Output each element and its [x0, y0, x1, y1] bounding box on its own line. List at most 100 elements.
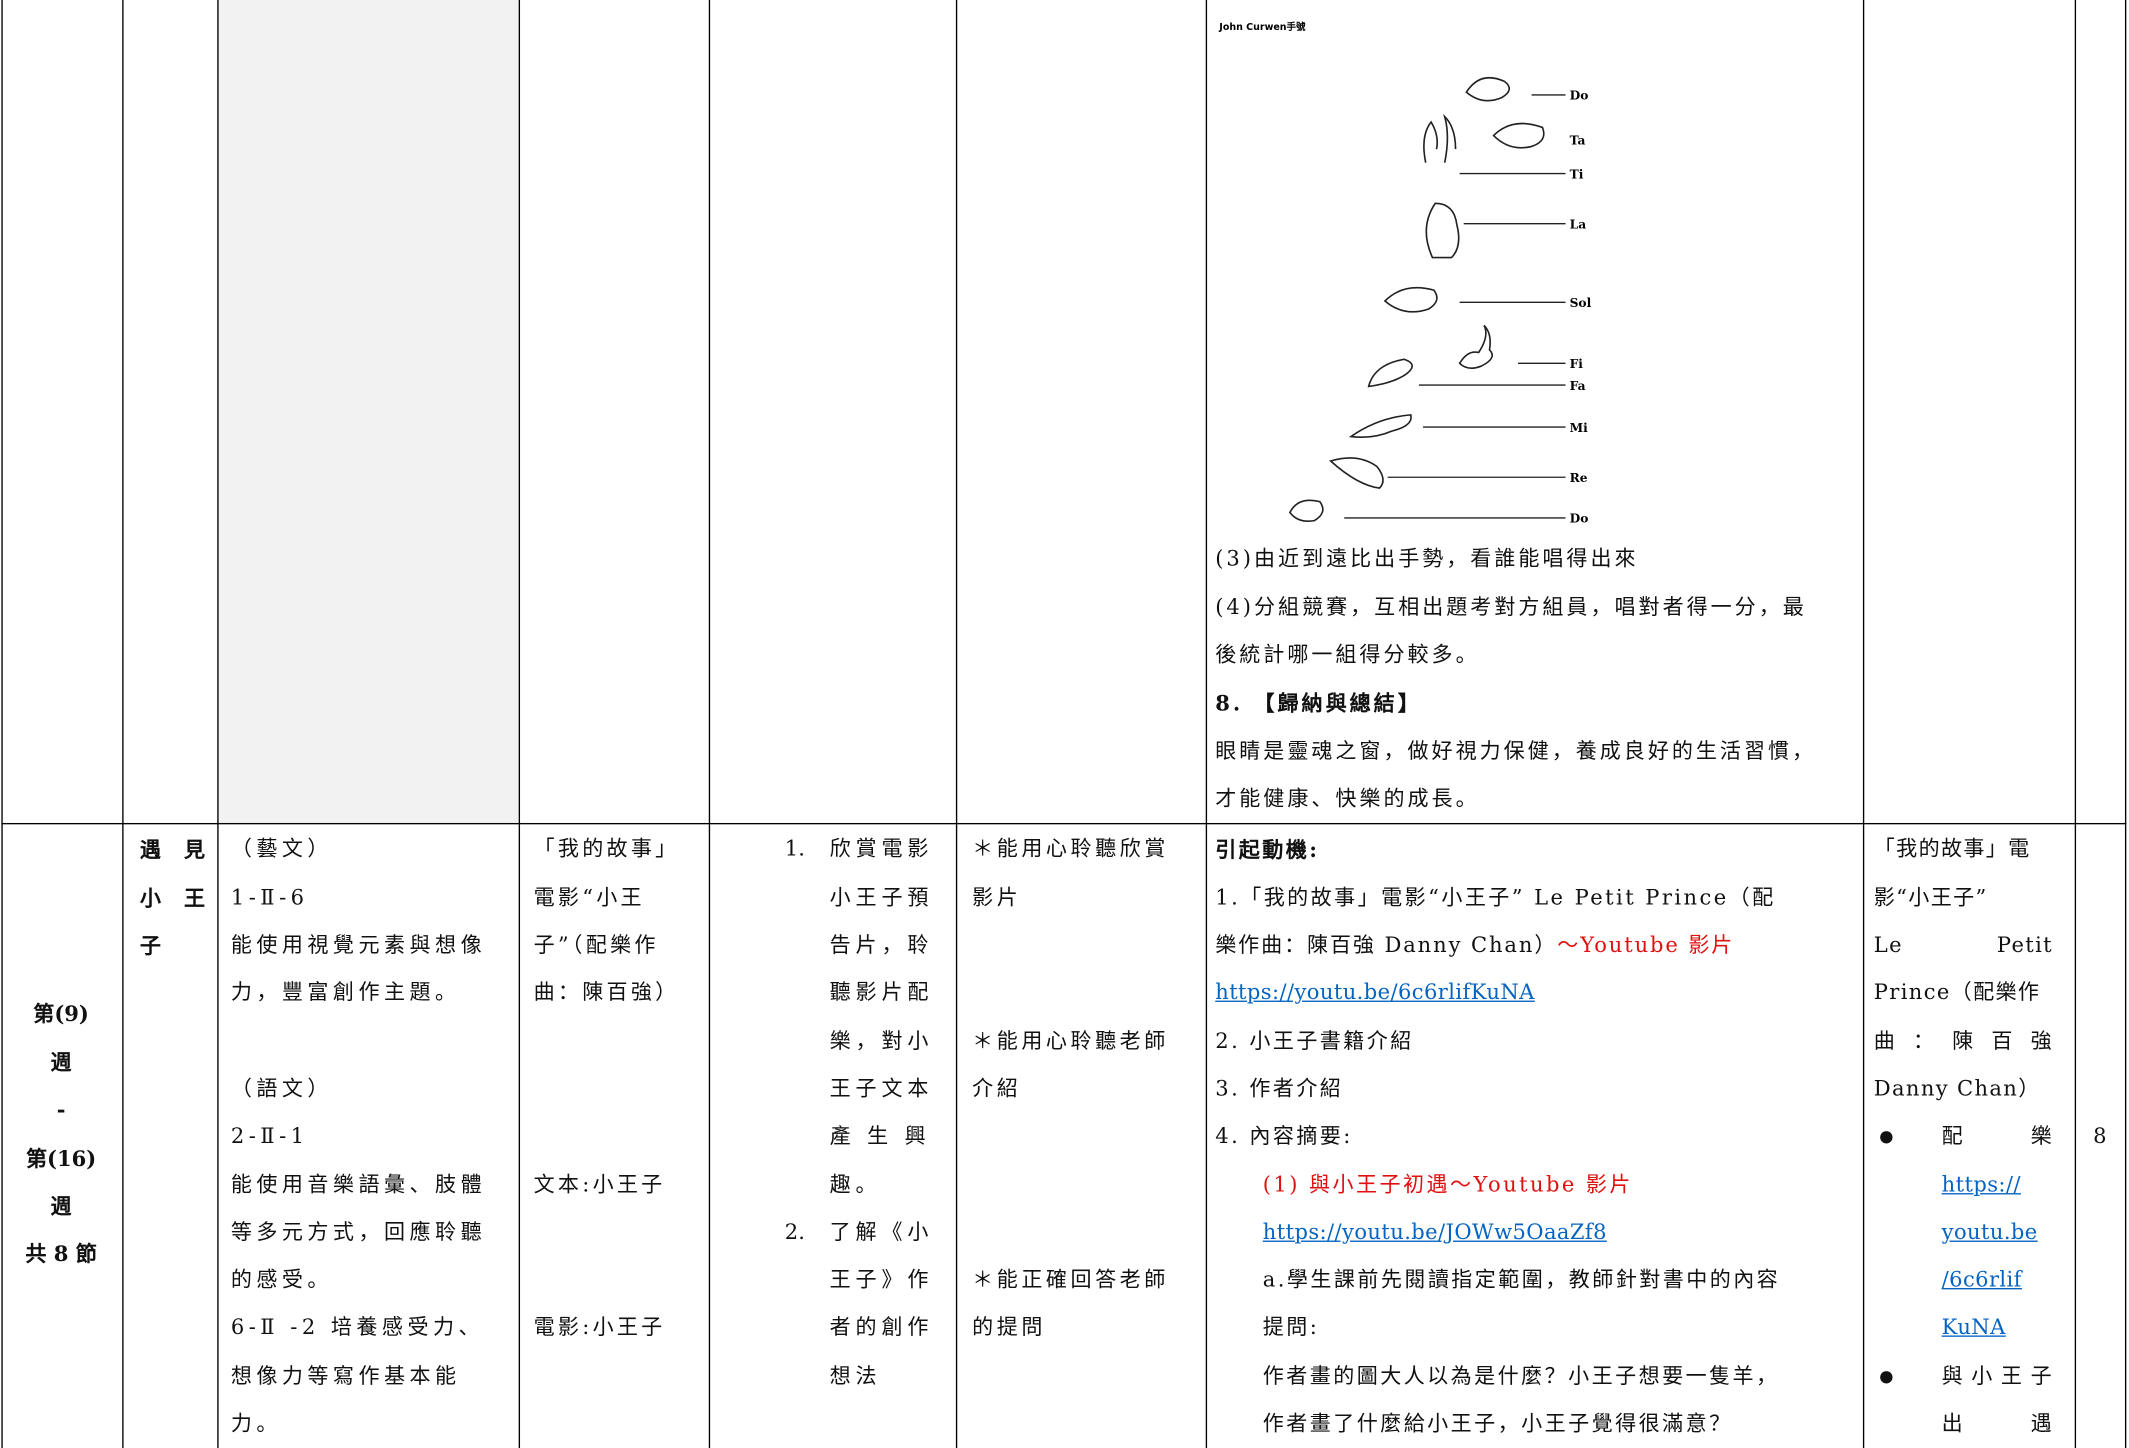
- cell-text: Le Petit: [1873, 932, 2053, 958]
- bullet: ●: [1879, 1126, 1894, 1146]
- unit-title: 遇 見: [139, 837, 206, 863]
- cell-text: ＊能用心聆聽欣賞: [972, 837, 1169, 862]
- cell-text: 力，豐富創作主題。: [230, 980, 461, 1006]
- link[interactable]: KuNA: [1941, 1315, 2006, 1341]
- cell-text: 6-Ⅱ -2 培養感受力、: [230, 1315, 485, 1341]
- link[interactable]: https://youtu.be/6c6rlifKuNA: [1215, 980, 1535, 1006]
- cell-text: ＊能正確回答老師: [972, 1267, 1169, 1293]
- cell-text: 2-Ⅱ-1: [230, 1124, 309, 1149]
- cell-text: 樂作曲：陳百強 Danny Chan）～Youtube 影片: [1215, 922, 1734, 970]
- solfege-label: Fi: [1570, 357, 1584, 371]
- cell-text: 引起動機:: [1215, 837, 1320, 863]
- cell-text: 能使用視覺元素與想像: [230, 932, 487, 958]
- cell-text: 配 樂: [1941, 1124, 2053, 1149]
- column-border: [1205, 0, 1208, 1448]
- list-number: 2.: [784, 1219, 805, 1245]
- column-border: [217, 0, 219, 1448]
- cell-text: 文本:小王子: [533, 1172, 666, 1197]
- cell-text: 電影:小王子: [533, 1315, 666, 1341]
- cell-text: 了解《小: [829, 1219, 934, 1245]
- link[interactable]: youtu.be: [1941, 1219, 2038, 1245]
- cell-text: 聽影片配: [829, 980, 934, 1006]
- solfege-label: Re: [1570, 471, 1588, 485]
- cell-text: 影“小王子”: [1873, 884, 1988, 910]
- text-span: 樂作曲：陳百強 Danny Chan）: [1215, 932, 1558, 958]
- link[interactable]: /6c6rlif: [1941, 1267, 2022, 1293]
- cell-text: 提問:: [1262, 1315, 1320, 1341]
- cell-text: Danny Chan）: [1873, 1076, 2041, 1101]
- solfege-label: Ta: [1570, 133, 1586, 147]
- cell-text: 1-Ⅱ-6: [230, 884, 309, 910]
- cell-text: 1.「我的故事」電影“小王子” Le Petit Prince（配: [1215, 884, 1776, 910]
- cell-text: 王子文本: [829, 1076, 934, 1101]
- solfege-label: Sol: [1570, 296, 1592, 310]
- cell-text: 王子》作: [829, 1267, 934, 1293]
- cell-text: (1) 與小王子初遇～Youtube 影片: [1262, 1172, 1633, 1197]
- column-border: [518, 0, 521, 1448]
- cell-text: 趣。: [829, 1172, 882, 1197]
- solfege-label: Fa: [1570, 379, 1586, 393]
- hand-sign-figure: John Curwen手號 Do Ta Ti La Sol Fi Fa Mi Re Do: [1212, 16, 1600, 536]
- column-border: [708, 0, 711, 1448]
- cell-text: 欣賞電影: [829, 837, 934, 862]
- figure-title: John Curwen手號: [1218, 21, 1306, 33]
- cell-text: 才能健康、快樂的成長。: [1215, 786, 1480, 811]
- cell-text: 曲 ： 陳 百 強: [1873, 1028, 2053, 1053]
- cell-text: 樂，對小: [829, 1028, 934, 1053]
- link[interactable]: https://: [1941, 1172, 2021, 1197]
- row-border: [1, 822, 2127, 825]
- cell-text: 想像力等寫作基本能: [230, 1363, 461, 1388]
- cell-text: 等多元方式，回應聆聽: [230, 1219, 487, 1245]
- cell-text: a.學生課前先閱讀指定範圍，教師針對書中的內容: [1262, 1267, 1781, 1293]
- unit-title: 小 王: [139, 884, 206, 911]
- column-border: [1862, 0, 1865, 1448]
- bullet: ●: [1879, 1366, 1894, 1386]
- cell-text: 想法: [829, 1363, 882, 1388]
- cell-text: 與小王子: [1941, 1363, 2053, 1388]
- cell-text: 出 遇: [1941, 1411, 2053, 1436]
- column-border: [122, 0, 124, 1448]
- cell-text: 眼睛是靈魂之窗，做好視力保健，養成良好的生活習慣，: [1215, 738, 1817, 763]
- cell-text: 4. 內容摘要:: [1215, 1124, 1353, 1149]
- cell-text: (4)分組競賽，互相出題考對方組員，唱對者得一分，最: [1215, 594, 1807, 620]
- cell-text: （語文）: [230, 1076, 333, 1101]
- cell-text: 的感受。: [230, 1267, 333, 1293]
- cell-text: 8. 【歸納與總結】: [1215, 690, 1422, 717]
- cell-text: 3. 作者介紹: [1215, 1076, 1344, 1101]
- cell-text: (3)由近到遠比出手勢，看誰能唱得出來: [1215, 546, 1639, 572]
- cell-text: （藝文）: [230, 837, 333, 862]
- column-border: [1, 0, 3, 1448]
- week-label: 第(16): [25, 1145, 97, 1171]
- cell-text: 2. 小王子書籍介紹: [1215, 1028, 1414, 1053]
- cell-text: 告片，聆: [829, 932, 934, 958]
- week-label: -: [56, 1097, 66, 1123]
- solfege-label: Do: [1570, 512, 1589, 526]
- cell-text: ＊能用心聆聽老師: [972, 1028, 1169, 1053]
- solfege-label: Ti: [1570, 167, 1584, 181]
- solfege-label: Do: [1570, 89, 1589, 103]
- cell-text: 作者畫了什麼給小王子，小王子覺得很滿意？: [1262, 1411, 1733, 1436]
- unit-title: 子: [139, 932, 161, 959]
- list-number: 1.: [784, 837, 805, 862]
- column-border: [2074, 0, 2077, 1448]
- cell-text: 影片: [972, 884, 1022, 910]
- cell-text: 產 生 興: [829, 1124, 931, 1149]
- cell-text: 者的創作: [829, 1315, 934, 1341]
- video-note: ～Youtube 影片: [1557, 932, 1735, 958]
- link[interactable]: https://youtu.be/JOWw5OaaZf8: [1262, 1219, 1607, 1245]
- session-count: 8: [2093, 1124, 2107, 1149]
- cell-text: 後統計哪一組得分較多。: [1215, 642, 1480, 668]
- cell-text: 子”（配樂作: [533, 932, 659, 958]
- cell-text: 能使用音樂語彙、肢體: [230, 1172, 487, 1197]
- cell-text: 作者畫的圖大人以為是什麼？小王子想要一隻羊，: [1262, 1363, 1780, 1388]
- cell-text: 小王子預: [829, 884, 934, 910]
- solfege-label: La: [1570, 217, 1587, 231]
- solfege-label: Mi: [1570, 421, 1589, 435]
- cell-text: 曲：陳百強）: [533, 980, 680, 1006]
- week-label: 共 8 節: [25, 1241, 97, 1267]
- column-border: [2124, 0, 2127, 1448]
- cell-text: 介紹: [972, 1076, 1022, 1101]
- week-label: 第(9): [33, 1001, 89, 1027]
- shaded-cell: [217, 0, 519, 823]
